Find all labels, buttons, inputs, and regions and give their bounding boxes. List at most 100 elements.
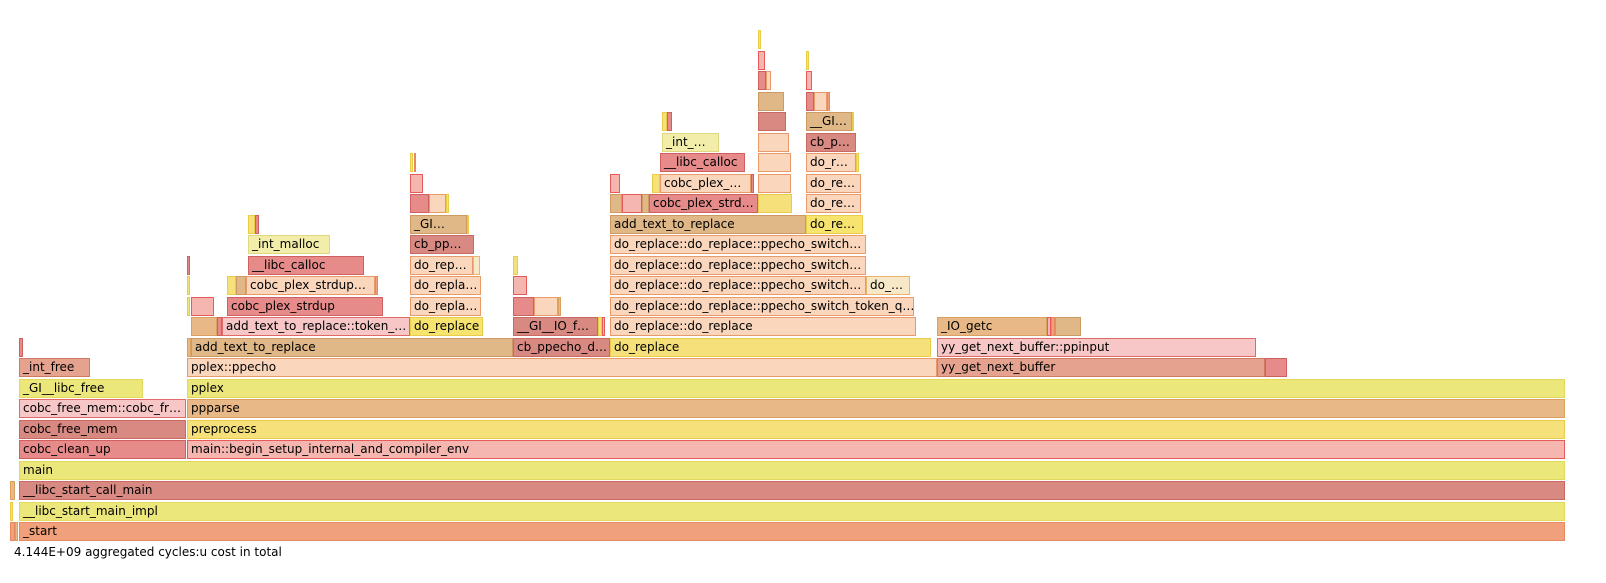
flame-frame[interactable]	[217, 317, 222, 336]
flame-frame[interactable]	[1055, 317, 1081, 336]
flame-frame[interactable]	[806, 92, 814, 111]
flame-frame[interactable]: cb_ppecho_d…	[513, 338, 610, 357]
flame-frame[interactable]	[758, 133, 789, 152]
flame-frame[interactable]	[1265, 358, 1287, 377]
flame-frame[interactable]: cb_pp…	[410, 235, 474, 254]
flame-frame[interactable]	[513, 276, 527, 295]
flame-frame[interactable]	[766, 71, 771, 90]
flame-frame[interactable]: yy_get_next_buffer	[937, 358, 1265, 377]
flame-frame[interactable]	[598, 317, 602, 336]
flame-frame[interactable]	[758, 71, 766, 90]
flame-frame[interactable]: do_replace::do_replace::ppecho_switch…	[610, 256, 866, 275]
flame-frame[interactable]	[19, 338, 23, 357]
flame-frame[interactable]: __libc_start_main_impl	[19, 502, 1565, 521]
flame-frame[interactable]: do_replace::do_replace::ppecho_switch_to…	[610, 297, 914, 316]
flame-frame[interactable]	[758, 174, 791, 193]
flame-frame[interactable]: do_repla…	[410, 276, 481, 295]
flame-frame[interactable]: do_re…	[806, 174, 861, 193]
flame-frame[interactable]: _int_malloc	[248, 235, 330, 254]
flame-frame[interactable]	[758, 51, 765, 70]
flame-frame[interactable]	[758, 30, 761, 49]
flame-frame[interactable]	[806, 51, 809, 70]
flame-frame[interactable]	[10, 522, 15, 541]
flame-frame[interactable]	[610, 194, 622, 213]
flame-frame[interactable]: do_replace::do_replace::ppecho_switch…	[610, 235, 866, 254]
flame-frame[interactable]: _IO_getc	[937, 317, 1047, 336]
flame-frame[interactable]	[10, 481, 15, 500]
flame-frame[interactable]	[806, 71, 812, 90]
flame-frame[interactable]	[814, 92, 827, 111]
flame-frame[interactable]: preprocess	[187, 420, 1565, 439]
flame-frame[interactable]: do_repla…	[410, 297, 481, 316]
flame-frame[interactable]	[852, 112, 854, 131]
flame-frame[interactable]: _int_…	[662, 133, 719, 152]
flame-frame[interactable]	[236, 276, 246, 295]
flame-frame[interactable]: cobc_free_mem::cobc_fr…	[19, 399, 186, 418]
flame-frame[interactable]	[187, 276, 190, 295]
flame-frame[interactable]: yy_get_next_buffer::ppinput	[937, 338, 1256, 357]
flame-frame[interactable]: __libc_start_call_main	[19, 481, 1565, 500]
flame-frame[interactable]	[758, 194, 792, 213]
flame-frame[interactable]	[446, 194, 449, 213]
flame-frame[interactable]	[856, 153, 859, 172]
flame-frame[interactable]	[187, 338, 191, 357]
flame-frame[interactable]: do_re…	[806, 215, 863, 234]
flame-frame[interactable]: cobc_plex_strdup…	[246, 276, 375, 295]
flame-frame[interactable]: _GI…	[410, 215, 467, 234]
flame-frame[interactable]	[191, 297, 214, 316]
flame-frame[interactable]	[513, 297, 534, 316]
flame-frame[interactable]	[610, 174, 620, 193]
flame-frame[interactable]	[414, 153, 416, 172]
flame-frame[interactable]	[375, 276, 378, 295]
flame-frame[interactable]: main::begin_setup_internal_and_compiler_…	[187, 440, 1565, 459]
flame-frame[interactable]	[191, 317, 217, 336]
flame-frame[interactable]: main	[19, 461, 1565, 480]
flame-frame[interactable]: do_replace::do_replace::ppecho_switch…	[610, 276, 866, 295]
flame-frame[interactable]: __libc_calloc	[660, 153, 745, 172]
flame-frame[interactable]: __GI__IO_f…	[513, 317, 598, 336]
flame-frame[interactable]	[1047, 317, 1051, 336]
flame-frame[interactable]: _GI__libc_free	[19, 379, 143, 398]
flame-frame[interactable]	[467, 215, 469, 234]
flame-frame[interactable]	[410, 153, 413, 172]
flame-frame[interactable]	[827, 92, 830, 111]
flame-frame[interactable]	[187, 256, 190, 275]
flame-frame[interactable]	[227, 276, 236, 295]
flame-frame[interactable]: do_replace	[410, 317, 483, 336]
flame-frame[interactable]	[410, 194, 429, 213]
flame-frame[interactable]	[758, 92, 784, 111]
flame-frame[interactable]	[15, 522, 18, 541]
flame-frame[interactable]	[187, 297, 190, 316]
flame-frame[interactable]: _int_free	[19, 358, 90, 377]
flame-frame[interactable]	[429, 194, 446, 213]
flame-frame[interactable]	[667, 112, 672, 131]
flame-frame[interactable]	[513, 256, 518, 275]
flame-frame[interactable]	[410, 174, 423, 193]
flame-frame[interactable]: pplex	[187, 379, 1565, 398]
flame-frame[interactable]	[602, 317, 605, 336]
flame-frame[interactable]: pplex::ppecho	[187, 358, 937, 377]
flame-frame[interactable]	[622, 194, 642, 213]
flame-frame[interactable]: cobc_free_mem	[19, 420, 186, 439]
flame-frame[interactable]	[642, 194, 649, 213]
flame-frame[interactable]	[1051, 317, 1055, 336]
flame-frame[interactable]	[534, 297, 558, 316]
flame-frame[interactable]	[558, 297, 561, 316]
flame-frame[interactable]: __GI…	[806, 112, 852, 131]
flame-frame[interactable]	[255, 215, 259, 234]
flame-frame[interactable]: _start	[19, 522, 1565, 541]
flame-frame[interactable]	[473, 256, 480, 275]
flame-frame[interactable]: cobc_plex_strd…	[649, 194, 758, 213]
flame-frame[interactable]: add_text_to_replace::token_…	[222, 317, 410, 336]
flame-frame[interactable]: cobc_plex_…	[660, 174, 751, 193]
flame-frame[interactable]: add_text_to_replace	[191, 338, 513, 357]
flame-frame[interactable]	[10, 502, 13, 521]
flame-frame[interactable]: cb_p…	[806, 133, 856, 152]
flame-frame[interactable]	[751, 174, 754, 193]
flame-frame[interactable]: do_replace	[610, 338, 931, 357]
flame-frame[interactable]: do_r…	[806, 153, 856, 172]
flame-frame[interactable]: do_rep…	[410, 256, 473, 275]
flame-frame[interactable]	[652, 174, 660, 193]
flame-frame[interactable]	[662, 112, 667, 131]
flame-frame[interactable]: __libc_calloc	[248, 256, 364, 275]
